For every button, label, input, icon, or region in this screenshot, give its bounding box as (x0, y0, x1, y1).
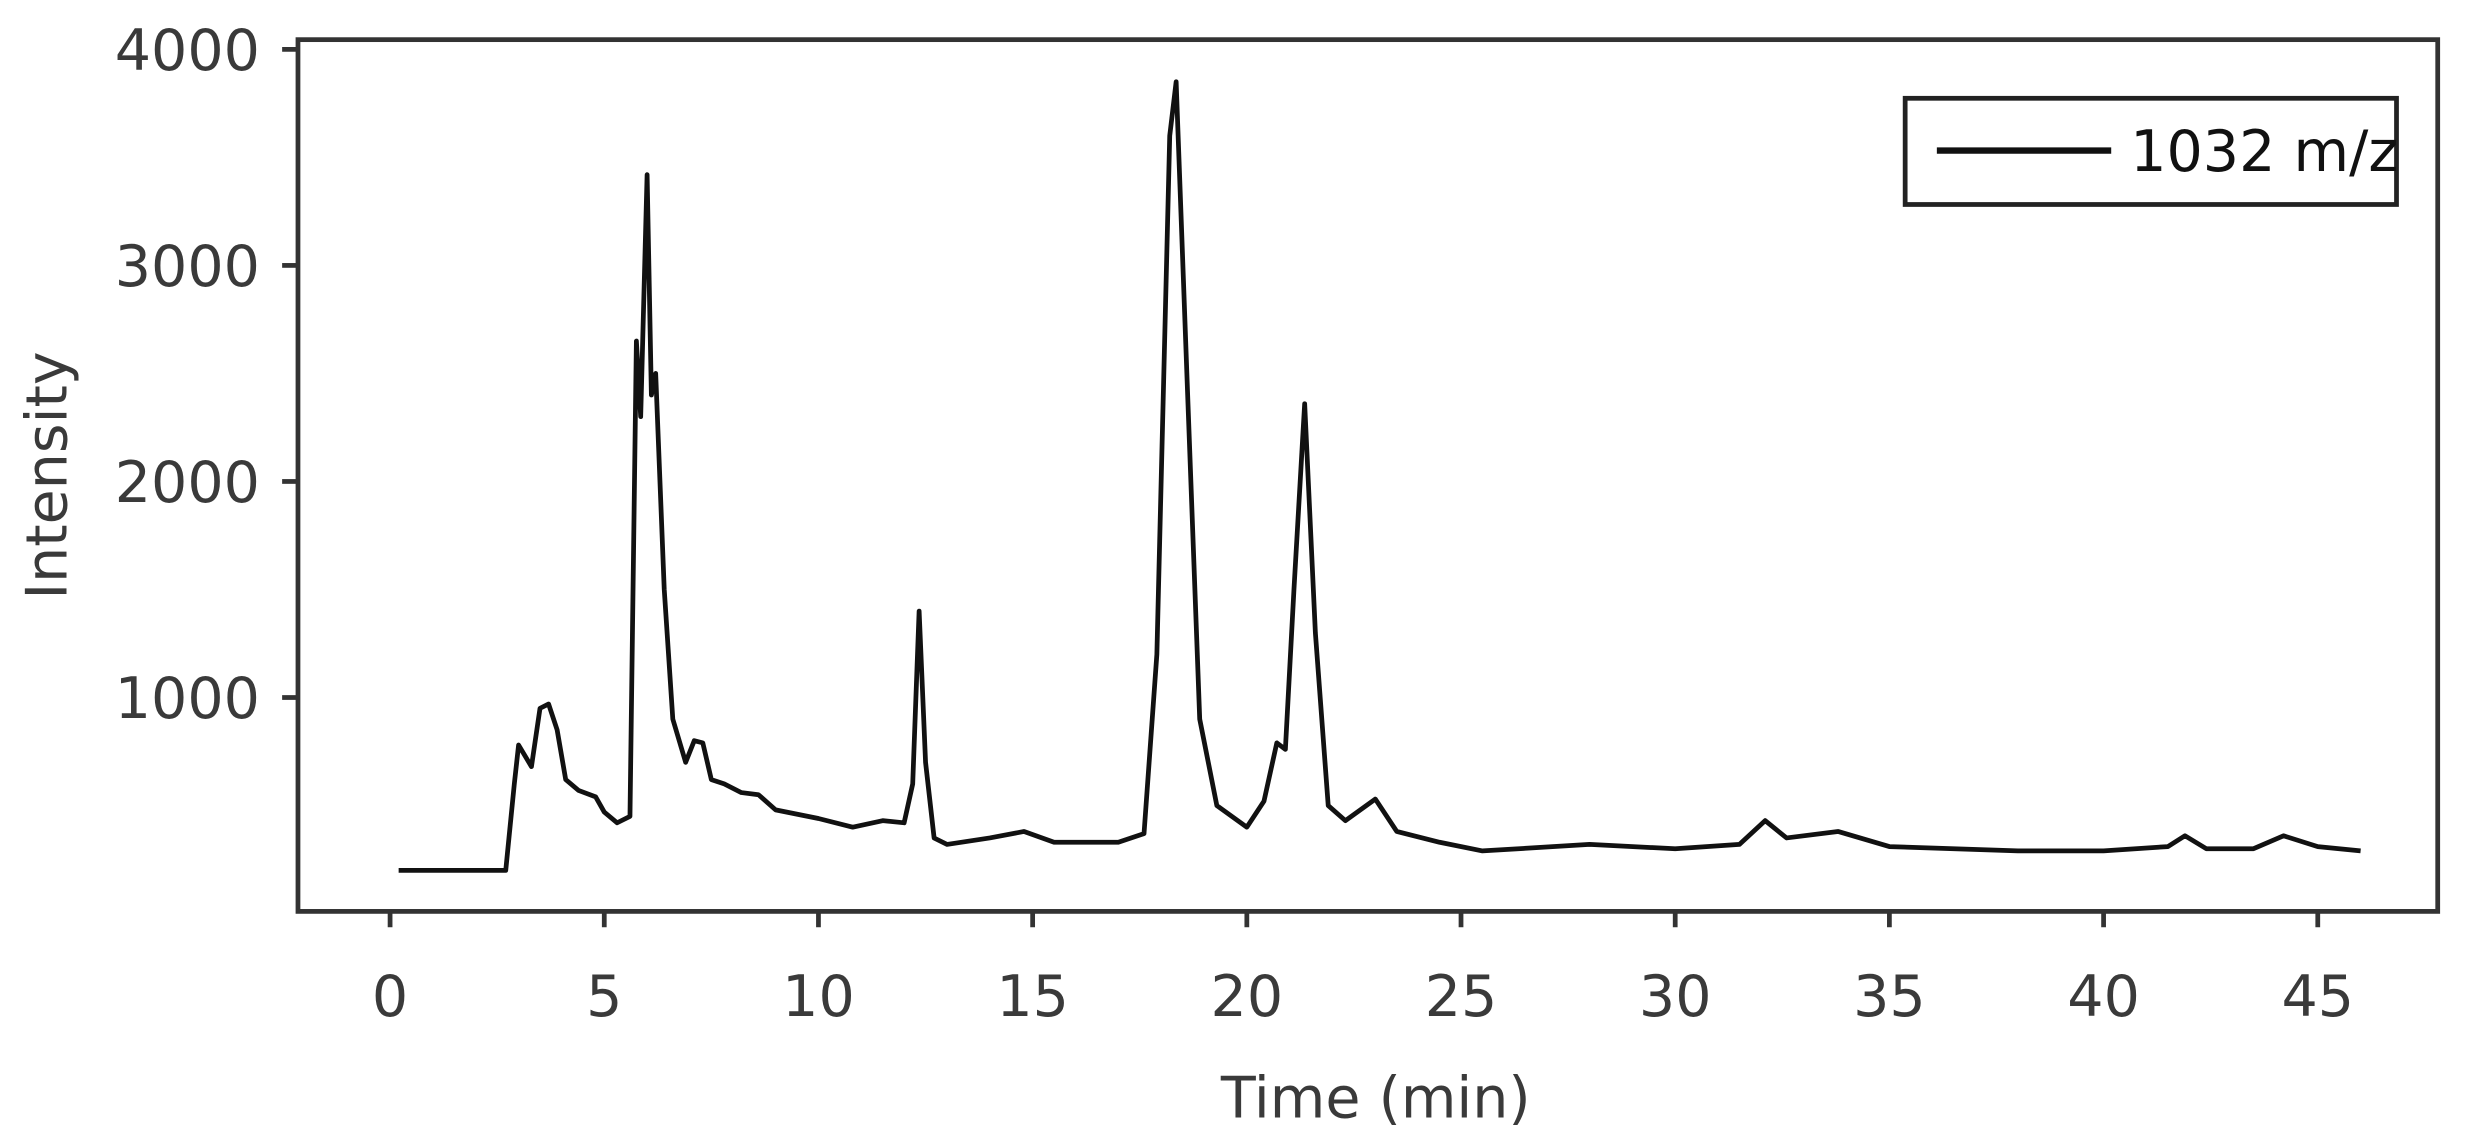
y-axis-label: Intensity (15, 351, 81, 599)
x-tick-label: 10 (782, 964, 855, 1030)
x-tick-label: 30 (1639, 964, 1712, 1030)
legend-label: 1032 m/z (2130, 119, 2398, 185)
line (398, 79, 2361, 873)
y-tick-label: 3000 (115, 234, 260, 300)
x-tick-label: 40 (2067, 964, 2140, 1030)
x-tick-label: 25 (1425, 964, 1498, 1030)
x-tick-label: 45 (2281, 964, 2354, 1030)
x-tick-label: 15 (996, 964, 1069, 1030)
x-tick-label: 20 (1211, 964, 1284, 1030)
y-tick-label: 4000 (115, 18, 260, 84)
y-tick-label: 1000 (115, 666, 260, 732)
x-tick-label: 5 (586, 964, 622, 1030)
x-axis-label: Time (min) (1220, 1065, 1531, 1131)
y-tick-label: 2000 (115, 450, 260, 516)
x-tick-label: 0 (372, 964, 408, 1030)
plot-frame (295, 37, 2441, 914)
x-tick-label: 35 (1853, 964, 1926, 1030)
